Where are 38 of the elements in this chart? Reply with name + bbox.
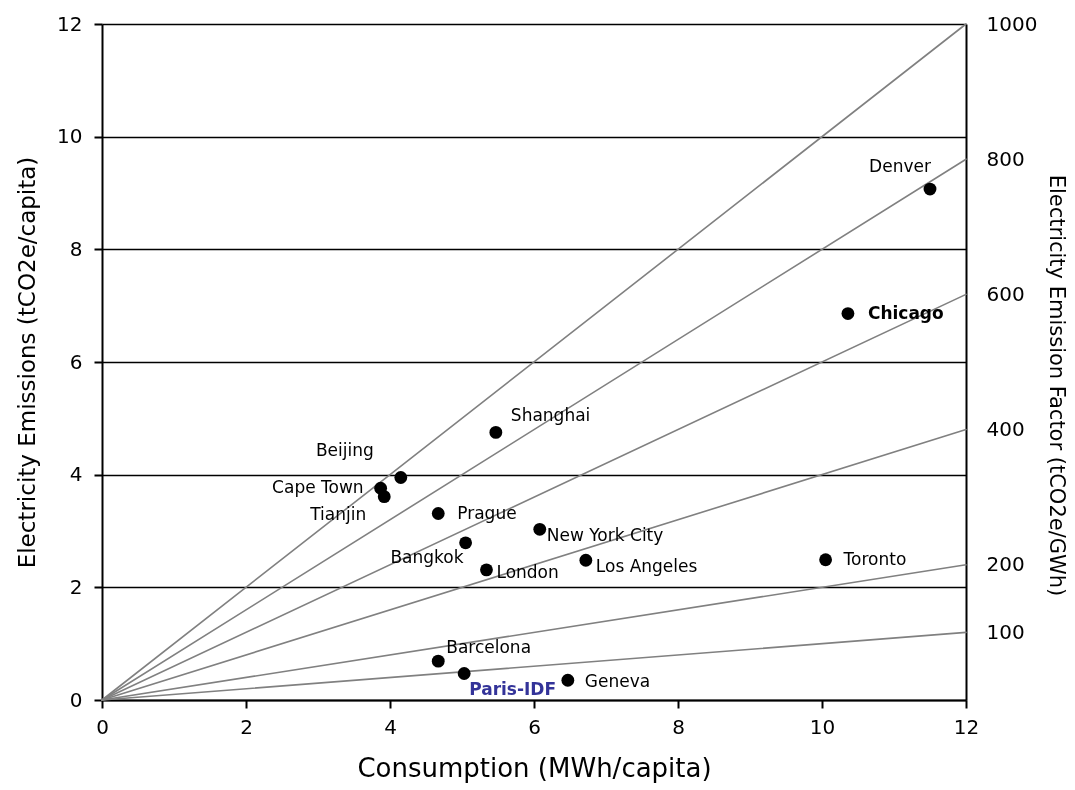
y-tick-label: 2 — [69, 574, 83, 599]
y2-tick-label: 600 — [986, 281, 1025, 306]
annotation: Los Angeles — [595, 556, 698, 577]
x-tick-label: 4 — [384, 714, 397, 739]
annotation: Barcelona — [446, 637, 532, 658]
x-tick-label: 12 — [953, 714, 980, 739]
annotation: Denver — [869, 156, 931, 177]
annotation: Prague — [457, 502, 517, 523]
annotation: Shanghai — [510, 405, 591, 426]
y2-tick-label: 200 — [986, 552, 1025, 577]
y-tick-label: 10 — [57, 124, 83, 149]
annotation: Toronto — [842, 548, 907, 569]
annotation: Geneva — [584, 671, 651, 692]
y-tick-label: 12 — [57, 11, 83, 36]
x-axis-title: Consumption (MWh/capita) — [357, 752, 712, 783]
y-tick-label: 0 — [69, 687, 83, 712]
y-axis-title: Electricity Emissions (tCO2e/capita) — [14, 156, 41, 569]
annotation: Chicago — [867, 302, 944, 323]
y2-tick-label: 400 — [986, 417, 1025, 442]
y2-axis-title: Electricity Emission Factor (tCO2e/GWh) — [1045, 174, 1070, 597]
y2-tick-label: 800 — [986, 146, 1025, 171]
x-tick-label: 6 — [528, 714, 541, 739]
x-tick-label: 10 — [809, 714, 836, 739]
x-tick-label: 8 — [672, 714, 685, 739]
annotation: London — [496, 561, 559, 582]
x-tick-label: 2 — [240, 714, 253, 739]
y-tick-label: 4 — [69, 462, 83, 487]
annotation: Beijing — [315, 440, 374, 461]
annotation: Tianjin — [309, 503, 367, 524]
annotation: Cape Town — [272, 477, 364, 498]
annotation: New York City — [546, 525, 664, 546]
annotation: Paris-IDF — [469, 678, 557, 699]
y-tick-label: 8 — [69, 236, 83, 261]
y2-tick-label: 1000 — [986, 11, 1038, 36]
y2-tick-label: 100 — [986, 619, 1025, 644]
x-tick-label: 0 — [96, 714, 109, 739]
annotation: Bangkok — [390, 546, 464, 567]
y-tick-label: 6 — [69, 349, 83, 374]
